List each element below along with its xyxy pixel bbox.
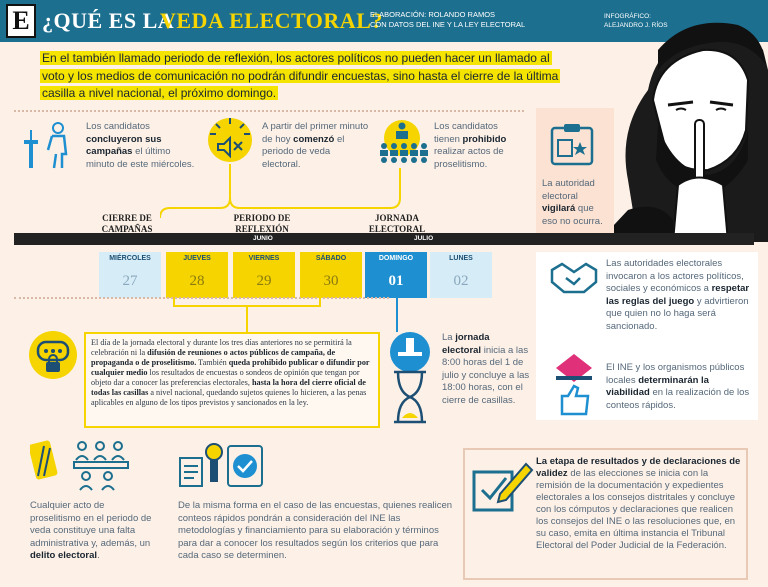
day-viernes: VIERNES 29 [233,252,295,298]
phase-jornada: JORNADA ELECTORAL [368,213,426,234]
day-domingo: DOMINGO 01 [365,252,427,298]
fact-campaigns: Los candidatos concluyeron sus campañas … [86,121,195,170]
day-sabado: SÁBADO 30 [300,252,362,298]
election-badge-icon [550,124,594,166]
crime-meeting-icon [30,440,129,491]
title-part1: ¿QUÉ ES LA [42,8,175,33]
fact-conteos: El INE y los organismos públicos locales… [606,362,750,411]
intro-text: En el también llamado periodo de reflexi… [40,51,561,100]
ballot-thumbs-up-icon [556,354,592,416]
fact-resultados: La etapa de resultados y de declaracione… [536,456,741,551]
day-lunes: LUNES 02 [430,252,492,298]
day-jueves: JUEVES 28 [166,252,228,298]
banned-speech-icon [29,331,77,379]
month-julio: JULIO [414,235,434,242]
infographic-credit: INFOGRÁFICO: ALEJANDRO J. RÍOS [604,13,668,29]
header-bar [0,0,768,42]
result-stage-box [463,448,748,580]
timeline-bar [14,233,754,245]
newspaper-logo: E [6,4,36,38]
checkbox-pen-icon [472,462,534,512]
handshake-icon [550,262,598,294]
fact-veda-start: A partir del primer minuto de hoy comenz… [262,121,369,170]
title-part2: VEDA ELECTORAL? [160,8,383,33]
fact-authority: La autoridad electoral vigilará que eso … [542,178,603,227]
right-panel [536,252,758,420]
connector-lines [160,168,401,219]
divider [14,110,524,112]
month-junio: JUNIO [253,235,273,242]
bracket-lines [173,296,398,332]
muted-sun-icon [208,118,252,172]
candidates-podium-icon [24,122,68,169]
fact-proselitism: Los candidatos tienen prohibido realizar… [434,121,507,170]
fact-encuestas: De la misma forma en el caso de las encu… [178,500,453,561]
phase-cierre: CIERRE DE CAMPAÑAS [101,213,153,234]
credits: ELABORACIÓN: ROLANDO RAMOS CON DATOS DEL … [370,10,526,29]
veda-legal-text: El día de la jornada electoral y durante… [84,332,380,428]
microphone-checklist-icon [179,443,263,487]
rally-crowd-icon [380,120,428,163]
silence-man-illustration [598,22,768,242]
day-miercoles: MIÉRCOLES 27 [99,252,161,298]
phase-periodo: PERIODO DE REFLEXIÓN [233,213,291,234]
fact-jornada: La jornada electoral inicia a las 8:00 h… [442,332,530,406]
ballot-hourglass-icon [390,332,430,424]
fact-delito: Cualquier acto de proselitismo en el per… [30,500,152,561]
fact-rules: Las autoridades electorales invocaron a … [606,258,750,332]
timeline-bracket [14,297,389,299]
